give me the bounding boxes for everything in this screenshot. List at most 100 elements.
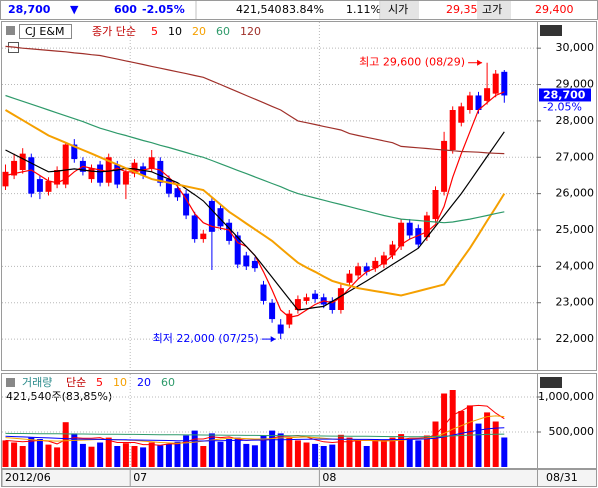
volume-bar: [157, 445, 164, 467]
pane-icon: [540, 25, 562, 36]
candle-body: [415, 228, 422, 245]
y-tick-label: 23,000: [556, 296, 595, 309]
volume-bar: [62, 422, 69, 467]
volume-bar: [458, 411, 465, 467]
candle-body: [501, 71, 508, 96]
volume-bar: [466, 405, 473, 467]
candle-body: [2, 171, 9, 187]
candle-body: [251, 260, 258, 269]
volume-bar: [2, 440, 9, 467]
price-axis: [537, 21, 597, 371]
volume-bar: [217, 441, 224, 467]
volume-bar: [174, 441, 181, 467]
candle-body: [449, 110, 456, 150]
volume-bar: [406, 439, 413, 467]
candle-body: [105, 157, 112, 183]
volume-bar: [200, 446, 207, 467]
volume-bar: [183, 435, 190, 467]
volume-bar: [432, 421, 439, 467]
candle-body: [191, 215, 198, 240]
moving-average: [4, 109, 506, 297]
change-arrow: ▼: [70, 3, 79, 16]
candle-body: [234, 235, 241, 265]
candle-body: [174, 188, 181, 198]
volume-bar: [398, 434, 405, 467]
arrow-head: [270, 336, 276, 343]
candle-body: [200, 233, 207, 240]
y-tick-label: 500,000: [549, 425, 595, 438]
arrow-head: [477, 59, 483, 66]
moving-average: [5, 94, 505, 224]
candle-body: [114, 164, 121, 185]
candle-body: [329, 300, 336, 310]
candle-body: [303, 297, 310, 301]
pane-icon: [540, 377, 562, 388]
volume-bar: [19, 446, 26, 467]
volume-bar: [243, 443, 250, 467]
price-marker-change: -2.05%: [543, 100, 582, 113]
candle-body: [54, 170, 61, 185]
candle-body: [226, 222, 233, 241]
candle-body: [337, 288, 344, 310]
volume-bar: [389, 437, 396, 467]
candle-body: [492, 73, 499, 94]
volume-bar: [260, 435, 267, 467]
candle-body: [484, 88, 491, 101]
volume-average: [5, 432, 505, 438]
volume-bar: [165, 443, 172, 467]
x-tick-label: 08: [322, 471, 336, 484]
volume-bar: [449, 390, 456, 467]
volume-bar: [114, 446, 121, 467]
volume-bar: [294, 440, 301, 467]
candle-body: [208, 200, 215, 232]
current-price: 28,700: [8, 3, 51, 16]
candle-body: [389, 244, 396, 256]
candle-body: [148, 157, 155, 169]
candle-body: [458, 106, 465, 123]
x-tick-label: 07: [133, 471, 147, 484]
volume-axis: [537, 373, 597, 469]
price-marker-label: 28,700: [543, 88, 586, 101]
change-percent: -2.05%: [142, 3, 185, 16]
legend-entry: 20: [137, 376, 151, 389]
price-marker: [539, 88, 591, 102]
candle-body: [441, 140, 448, 192]
candle-body: [294, 299, 301, 310]
label-box: [381, 1, 419, 19]
candle-body: [355, 266, 362, 276]
legend-entry: 20: [192, 25, 206, 38]
candle-body: [97, 164, 104, 183]
volume-bar: [251, 445, 258, 467]
candle-body: [122, 171, 129, 185]
volume-average: [5, 427, 505, 442]
volume-bar: [303, 442, 310, 467]
candle-body: [165, 179, 172, 194]
volume: 421,540: [236, 3, 282, 16]
volume-bar: [329, 444, 336, 467]
high-price: 29,400: [535, 3, 574, 16]
date-box: [537, 469, 597, 487]
volume-bar: [492, 421, 499, 467]
volume-bar: [423, 435, 430, 467]
y-tick-label: 27,000: [556, 150, 595, 163]
candle-body: [372, 260, 379, 269]
volume-bar: [277, 433, 284, 467]
legend-label: 단순: [66, 376, 86, 389]
x-tick-label: 2012/06: [5, 471, 51, 484]
y-tick-label: 26,000: [556, 187, 595, 200]
volume-bar: [88, 446, 95, 467]
annotation: 최고 29,600 (08/29): [359, 56, 465, 69]
candle-body: [277, 324, 284, 334]
legend-entry: 10: [113, 376, 127, 389]
candle-body: [71, 144, 78, 160]
candle-body: [286, 313, 293, 325]
volume-bar: [286, 437, 293, 467]
candle-body: [243, 255, 250, 267]
turnover: 1.11%: [346, 3, 381, 16]
volume-bar: [484, 412, 491, 467]
legend-entry: 5: [151, 25, 158, 38]
volume-bar: [28, 437, 35, 467]
volume-bar: [131, 446, 138, 467]
last-date: 08/31: [546, 471, 578, 484]
